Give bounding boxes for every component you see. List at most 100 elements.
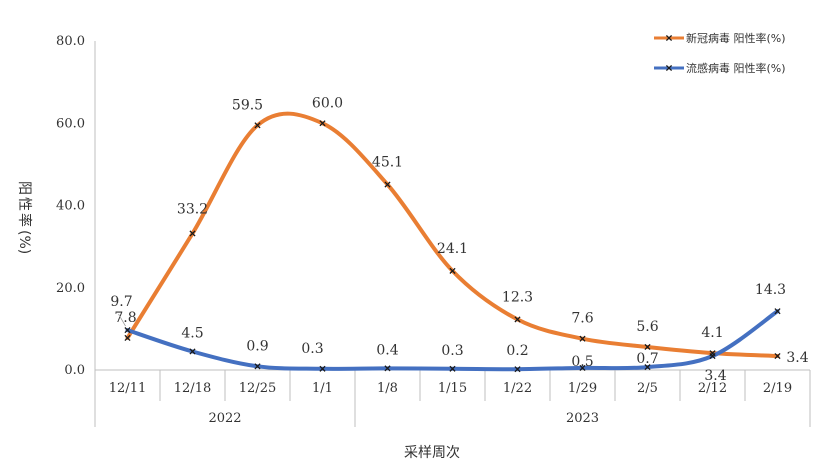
- x-tick-label: 1/22: [503, 381, 532, 396]
- y-axis-title: 阳性率: [16, 181, 33, 229]
- series-1-data-label: 4.1: [701, 325, 723, 341]
- series-1-data-label: 5.6: [636, 319, 658, 335]
- legend-item-1: 新冠病毒 阳性率(%): [654, 31, 786, 45]
- data-labels: 7.8 33.2 59.5 60.0 45.1 24.1 12.3 7.6 5.6 4.1 3.4 9…: [110, 95, 808, 384]
- series-1-point: [319, 120, 326, 127]
- series-2-data-label: 0.2: [506, 343, 528, 359]
- series-2-point: [644, 364, 651, 371]
- series-2-data-label: 0.5: [571, 354, 593, 370]
- series-2-data-label: 4.5: [181, 325, 203, 341]
- series-line-1: [125, 111, 780, 358]
- marker-stroke: [514, 316, 521, 323]
- series-1-point: [384, 181, 391, 188]
- series-2-data-label: 0.3: [301, 341, 323, 357]
- marker-stroke: [774, 352, 781, 360]
- series-2-point: [774, 308, 781, 315]
- legend-marker: [665, 64, 673, 72]
- series-2-point: [514, 366, 521, 373]
- series-1-point: [449, 267, 456, 274]
- y-tick-label: 20.0: [56, 281, 85, 296]
- series-1-data-label: 59.5: [232, 97, 263, 113]
- series-2-point: [124, 327, 131, 334]
- y-tick-label: 40.0: [56, 199, 85, 214]
- x-tick-label: 12/18: [174, 381, 211, 396]
- marker-stroke: [189, 348, 196, 355]
- series-1-data-label: 33.2: [177, 201, 208, 217]
- series-1-data-label: 3.4: [786, 350, 808, 366]
- x-axis-title: 采样周次: [404, 445, 460, 461]
- year-group-label: 2022: [208, 411, 241, 426]
- series-2-point: [709, 352, 716, 360]
- year-group-label: 2023: [566, 411, 599, 426]
- legend: 新冠病毒 阳性率(%) 流感病毒 阳性率(%): [654, 31, 786, 75]
- series-2-data-label: 0.9: [246, 338, 268, 354]
- series-2-data-label: 0.4: [376, 342, 398, 358]
- marker-stroke: [319, 120, 326, 127]
- legend-label: 流感病毒 阳性率(%): [686, 61, 786, 75]
- marker-stroke: [579, 364, 586, 372]
- x-tick-label: 1/15: [438, 381, 467, 396]
- series-2-data-label: 0.3: [441, 343, 463, 359]
- series-2-point: [254, 363, 261, 370]
- legend-item-2: 流感病毒 阳性率(%): [654, 61, 786, 75]
- y-tick-label: 60.0: [56, 116, 85, 131]
- x-tick-label: 1/29: [568, 381, 597, 396]
- marker-stroke: [384, 365, 391, 372]
- x-tick-label: 1/1: [312, 381, 333, 396]
- series-1-data-label: 7.6: [571, 311, 593, 327]
- y-tick-label: 80.0: [56, 34, 85, 49]
- marker-stroke: [254, 363, 261, 370]
- series-1-point: [514, 316, 521, 323]
- marker-stroke: [124, 334, 131, 341]
- marker-stroke: [254, 122, 261, 129]
- marker-stroke: [665, 34, 673, 42]
- marker-stroke: [665, 64, 673, 72]
- series-2-data-label: 9.7: [110, 294, 132, 310]
- series-1-point: [254, 122, 261, 129]
- marker-stroke: [449, 365, 456, 372]
- series-1-point: [774, 352, 781, 360]
- series-2-data-label: 3.4: [704, 368, 726, 384]
- plot-lines: [124, 111, 781, 373]
- x-axis: 12/11 12/18 12/25 1/1 1/8 1/15 1/22 1/29 2/5 2/12…: [94, 369, 811, 427]
- marker-stroke: [514, 366, 521, 373]
- marker-stroke: [644, 343, 651, 351]
- series-1-data-label: 12.3: [502, 289, 533, 305]
- marker-stroke: [709, 352, 716, 360]
- marker-stroke: [319, 365, 326, 372]
- marker-stroke: [384, 181, 391, 188]
- x-tick-label: 2/5: [637, 381, 658, 396]
- series-2-point: [449, 365, 456, 372]
- y-axis-unit: (%): [16, 230, 32, 254]
- marker-stroke: [124, 327, 131, 334]
- x-tick-label: 12/25: [239, 381, 276, 396]
- series-1-point: [644, 343, 651, 351]
- series-2-point: [384, 365, 391, 372]
- series-line-2: [125, 309, 780, 372]
- x-tick-label: 1/8: [377, 381, 398, 396]
- y-tick-label: 0.0: [64, 363, 85, 378]
- legend-marker: [665, 34, 673, 42]
- y-axis: 0.0 20.0 40.0 60.0 80.0: [56, 34, 96, 378]
- series-2-data-label: 0.7: [636, 351, 658, 367]
- x-tick-label: 2/19: [763, 381, 792, 396]
- series-1-point: [124, 334, 131, 341]
- x-tick-label: 12/11: [109, 381, 146, 396]
- marker-stroke: [774, 308, 781, 315]
- series-2-point: [189, 348, 196, 355]
- label-leader-line: [118, 313, 126, 327]
- series-1-data-label: 60.0: [312, 95, 343, 111]
- marker-stroke: [449, 267, 456, 274]
- marker-stroke: [189, 230, 196, 237]
- series-2-point: [579, 364, 586, 372]
- series-1-point: [579, 335, 586, 342]
- series-2-point: [319, 365, 326, 372]
- series-1-data-label: 24.1: [437, 241, 468, 257]
- series-1-data-label: 45.1: [372, 155, 403, 171]
- legend-label: 新冠病毒 阳性率(%): [686, 31, 786, 45]
- series-1-data-label: 7.8: [114, 310, 136, 326]
- series-1-point: [189, 230, 196, 237]
- marker-stroke: [644, 364, 651, 371]
- x-tick-label: 2/12: [698, 381, 727, 396]
